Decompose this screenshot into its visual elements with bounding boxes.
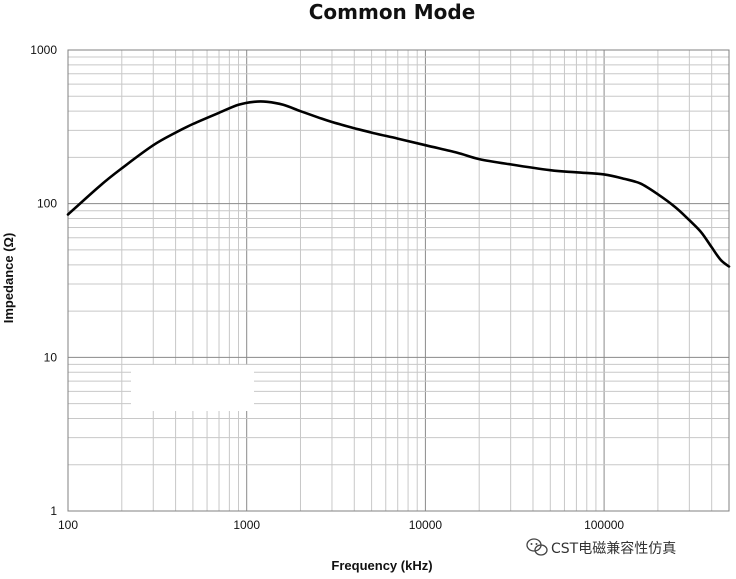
grid: [67, 49, 730, 512]
x-tick-labels: 100 1000 10000 100000: [58, 518, 624, 532]
y-tick-labels: 1 10 100 1000: [30, 43, 57, 518]
wechat-icon: [526, 538, 548, 556]
y-tick-label: 1000: [30, 43, 57, 57]
x-tick-label: 100: [58, 518, 78, 532]
legend-placeholder: [131, 365, 254, 411]
plot-frame: [67, 49, 730, 512]
y-tick-label: 1: [50, 504, 57, 518]
x-tick-label: 1000: [233, 518, 260, 532]
y-tick-label: 10: [44, 350, 58, 364]
y-tick-label: 100: [37, 197, 57, 211]
y-axis-label: Impedance (Ω): [1, 233, 16, 324]
x-tick-label: 100000: [584, 518, 624, 532]
watermark: CST电磁兼容性仿真: [526, 538, 676, 557]
series-line: [66, 100, 731, 268]
chart-title: Common Mode: [309, 0, 476, 24]
x-axis-label: Frequency (kHz): [331, 558, 432, 573]
watermark-text: CST电磁兼容性仿真: [551, 540, 676, 557]
x-tick-label: 10000: [409, 518, 443, 532]
